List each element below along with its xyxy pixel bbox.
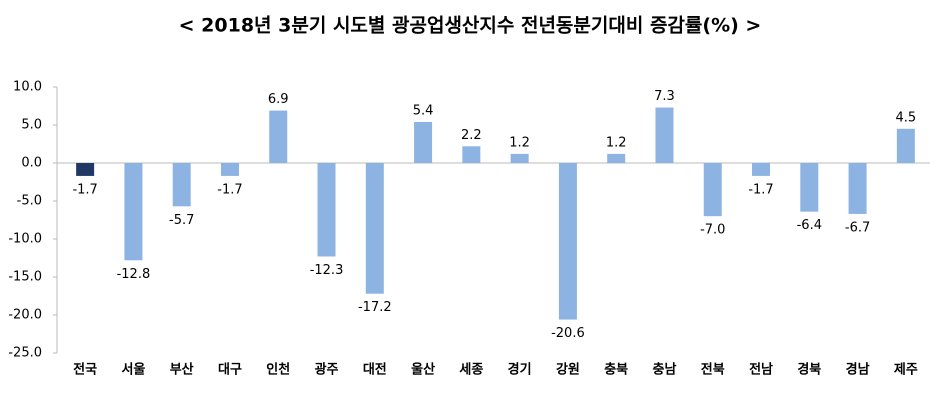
data-label: -12.8 <box>117 267 151 282</box>
data-label: 1.2 <box>509 135 530 150</box>
bar <box>655 107 674 163</box>
y-tick-label: -20.0 <box>8 308 42 323</box>
x-tick-label: 세종 <box>459 363 483 378</box>
bar <box>269 110 288 163</box>
data-label: -5.7 <box>169 213 194 228</box>
x-tick-label: 광주 <box>315 363 339 378</box>
x-tick-label: 경기 <box>508 362 532 378</box>
y-tick-label: 5.0 <box>21 118 42 133</box>
bar <box>896 128 915 163</box>
data-label: -1.7 <box>72 182 97 197</box>
data-label: 2.2 <box>461 128 482 143</box>
x-tick-label: 제주 <box>894 363 918 378</box>
bar <box>76 163 95 176</box>
data-label: 6.9 <box>268 92 289 107</box>
bar <box>317 163 336 257</box>
y-tick-label: -5.0 <box>17 194 42 209</box>
x-tick-label: 강원 <box>556 362 580 378</box>
y-tick-label: -15.0 <box>8 270 42 285</box>
data-label: -20.6 <box>551 326 585 341</box>
bar <box>462 146 481 163</box>
y-tick-label: 0.0 <box>21 156 42 171</box>
x-tick-label: 울산 <box>411 362 435 378</box>
x-tick-label: 전북 <box>701 362 725 378</box>
y-tick-label: 10.0 <box>13 80 42 95</box>
x-tick-label: 대전 <box>363 362 387 378</box>
data-label: -6.7 <box>845 220 870 235</box>
bar <box>365 163 384 294</box>
x-tick-label: 경북 <box>797 362 821 378</box>
data-label: -12.3 <box>310 263 344 278</box>
data-label: -17.2 <box>358 300 392 315</box>
x-tick-label: 충북 <box>604 362 628 378</box>
bar <box>703 163 722 217</box>
x-tick-label: 서울 <box>121 362 145 378</box>
data-label: -6.4 <box>797 218 822 233</box>
y-tick-label: -10.0 <box>8 232 42 247</box>
bar <box>800 163 819 212</box>
chart-title: < 2018년 3분기 시도별 광공업생산지수 전년동분기대비 증감률(%) > <box>179 15 762 37</box>
bar <box>510 153 529 163</box>
data-label: 4.5 <box>896 110 917 125</box>
data-label: 5.4 <box>413 103 434 118</box>
bar <box>414 121 433 163</box>
data-label: 1.2 <box>606 135 627 150</box>
x-tick-label: 충남 <box>653 362 677 378</box>
x-tick-label: 대구 <box>218 363 242 378</box>
data-label: -1.7 <box>217 182 242 197</box>
bar <box>607 153 626 163</box>
bar <box>848 163 867 214</box>
data-label: -7.0 <box>700 223 725 238</box>
x-tick-label: 전국 <box>73 362 97 378</box>
data-label: 7.3 <box>654 89 675 104</box>
bar <box>124 163 143 261</box>
x-tick-label: 경남 <box>846 362 870 378</box>
data-label: -1.7 <box>748 182 773 197</box>
x-tick-label: 부산 <box>170 362 194 378</box>
bar <box>172 163 191 207</box>
bar <box>220 163 239 176</box>
y-tick-label: -25.0 <box>8 346 42 361</box>
x-tick-label: 인천 <box>266 362 290 378</box>
bar <box>558 163 577 320</box>
bar <box>752 163 771 176</box>
x-tick-label: 전남 <box>749 362 773 378</box>
